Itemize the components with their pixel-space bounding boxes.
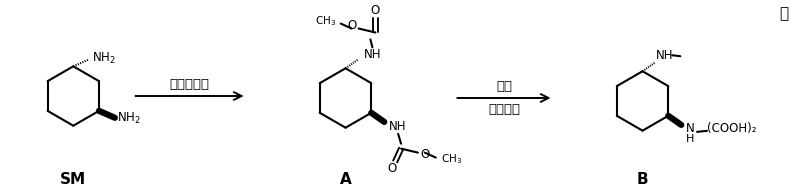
Text: B: B — [637, 172, 648, 187]
Text: O: O — [420, 148, 430, 161]
Text: CH$_3$: CH$_3$ — [441, 153, 462, 166]
Text: 草酸: 草酸 — [496, 80, 512, 93]
Text: 氯化铝锂: 氯化铝锂 — [488, 103, 520, 116]
Text: O: O — [347, 19, 356, 32]
Text: NH: NH — [656, 49, 673, 62]
Text: O: O — [370, 4, 380, 17]
Text: O: O — [387, 162, 397, 175]
Text: NH$_2$: NH$_2$ — [118, 111, 141, 126]
Text: CH$_3$: CH$_3$ — [314, 15, 336, 29]
Text: SM: SM — [60, 172, 86, 187]
Text: N: N — [686, 122, 694, 135]
Text: A: A — [340, 172, 351, 187]
Text: 氯甲酸甲酯: 氯甲酸甲酯 — [170, 78, 210, 91]
Text: NH$_2$: NH$_2$ — [92, 51, 115, 66]
Text: (COOH)₂: (COOH)₂ — [707, 122, 757, 135]
Text: 。: 。 — [779, 6, 789, 21]
Text: NH: NH — [364, 48, 381, 61]
Text: H: H — [686, 134, 694, 144]
Text: NH: NH — [390, 120, 407, 133]
